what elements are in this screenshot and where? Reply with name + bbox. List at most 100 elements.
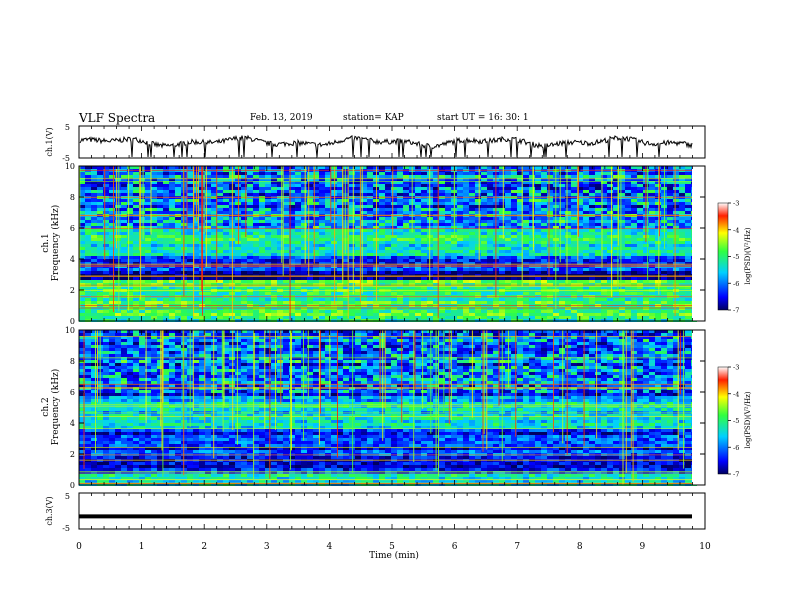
spectrogram-cell (295, 292, 301, 295)
spectrogram-cell (589, 172, 595, 175)
spectrogram-cell (283, 220, 289, 223)
spectrogram-cell (439, 187, 445, 190)
spectrogram-cell (517, 283, 523, 286)
spectrogram-cell (85, 232, 91, 235)
spectrogram-cell (505, 202, 511, 205)
spectrogram-cell (175, 229, 181, 232)
spectrogram-cell (613, 199, 619, 202)
spectrogram-cell (241, 193, 247, 196)
spectrogram-cell (289, 283, 295, 286)
spectrogram-cell (481, 250, 487, 253)
spectrogram-cell (223, 235, 229, 238)
spectrogram-cell (637, 235, 643, 238)
spectrogram-cell (283, 172, 289, 175)
spectrogram-cell (577, 172, 583, 175)
spectrogram-cell (559, 259, 565, 262)
spectrogram-cell (307, 259, 313, 262)
spectrogram-cell (121, 307, 127, 310)
spectrogram-cell (265, 307, 271, 310)
spectrogram-cell (277, 259, 283, 262)
spectrogram-cell (607, 283, 613, 286)
spectrogram-cell (367, 232, 373, 235)
spectrogram-cell (595, 220, 601, 223)
spectrogram-cell (523, 178, 529, 181)
spectrogram-cell (259, 220, 265, 223)
spectrogram-cell (469, 301, 475, 304)
spectrogram-cell (253, 259, 259, 262)
spectrogram-cell (175, 301, 181, 304)
spectrogram-cell (385, 184, 391, 187)
spectrogram-cell (601, 292, 607, 295)
spectrogram-cell (619, 307, 625, 310)
spectrogram-cell (463, 238, 469, 241)
spectrogram-cell (115, 280, 121, 283)
spectrogram-cell (547, 244, 553, 247)
spectrogram-cell (109, 217, 115, 220)
spectrogram-cell (667, 244, 673, 247)
spectrogram-cell (247, 193, 253, 196)
spectrogram-cell (601, 247, 607, 250)
spectrogram-cell (619, 202, 625, 205)
spectrogram-cell (313, 271, 319, 274)
spectrogram-cell (457, 220, 463, 223)
spectrogram-cell (547, 172, 553, 175)
spectrogram-cell (571, 262, 577, 265)
spectrogram-cell (631, 166, 637, 169)
spectrogram-cell (463, 241, 469, 244)
spectrogram-cell (379, 247, 385, 250)
spectrogram-cell (253, 301, 259, 304)
spectrogram-cell (625, 277, 631, 280)
spectrogram-cell (103, 184, 109, 187)
spectrogram-cell (559, 283, 565, 286)
spectrogram-cell (637, 178, 643, 181)
spectrogram-cell (211, 217, 217, 220)
spectrogram-cell (439, 271, 445, 274)
spectrogram-cell (265, 184, 271, 187)
spectrogram-cell (433, 226, 439, 229)
spectrogram-cell (403, 184, 409, 187)
spectrogram-cell (211, 190, 217, 193)
spectrogram-cell (433, 199, 439, 202)
spectrogram-cell (151, 175, 157, 178)
spectrogram-cell (163, 238, 169, 241)
spectrogram-cell (631, 220, 637, 223)
spectrogram-cell (595, 238, 601, 241)
spectrogram-cell (349, 283, 355, 286)
spectrogram-cell (637, 256, 643, 259)
spectrogram-cell (637, 241, 643, 244)
spectrogram-cell (529, 307, 535, 310)
spectrogram-cell (397, 256, 403, 259)
spectrogram-cell (115, 283, 121, 286)
spectrogram-cell (217, 262, 223, 265)
spectrogram-cell (631, 217, 637, 220)
spectrogram-cell (193, 262, 199, 265)
spectrogram-cell (367, 175, 373, 178)
spectrogram-cell (169, 271, 175, 274)
spectrogram-cell (169, 292, 175, 295)
spectrogram-cell (643, 262, 649, 265)
spectrogram-cell (331, 205, 337, 208)
spectrogram-cell (391, 256, 397, 259)
spectrogram-cell (367, 277, 373, 280)
spectrogram-cell (685, 247, 691, 250)
spectrogram-cell (487, 223, 493, 226)
spectrogram-cell (301, 235, 307, 238)
spectrogram-cell (379, 193, 385, 196)
spectrogram-cell (433, 238, 439, 241)
spectrogram-cell (589, 247, 595, 250)
spectrogram-cell (169, 199, 175, 202)
spectrogram-cell (247, 226, 253, 229)
spectrogram-cell (397, 268, 403, 271)
spectrogram-cell (511, 187, 517, 190)
spectrogram-cell (91, 166, 97, 169)
spectrogram-cell (109, 181, 115, 184)
spectrogram-cell (571, 181, 577, 184)
spectrogram-cell (577, 247, 583, 250)
spectrogram-cell (403, 205, 409, 208)
spectrogram-cell (595, 202, 601, 205)
spectrogram-cell (295, 217, 301, 220)
spectrogram-cell (205, 235, 211, 238)
spectrogram-cell (109, 256, 115, 259)
spectrogram-cell (211, 211, 217, 214)
spectrogram-cell (139, 205, 145, 208)
